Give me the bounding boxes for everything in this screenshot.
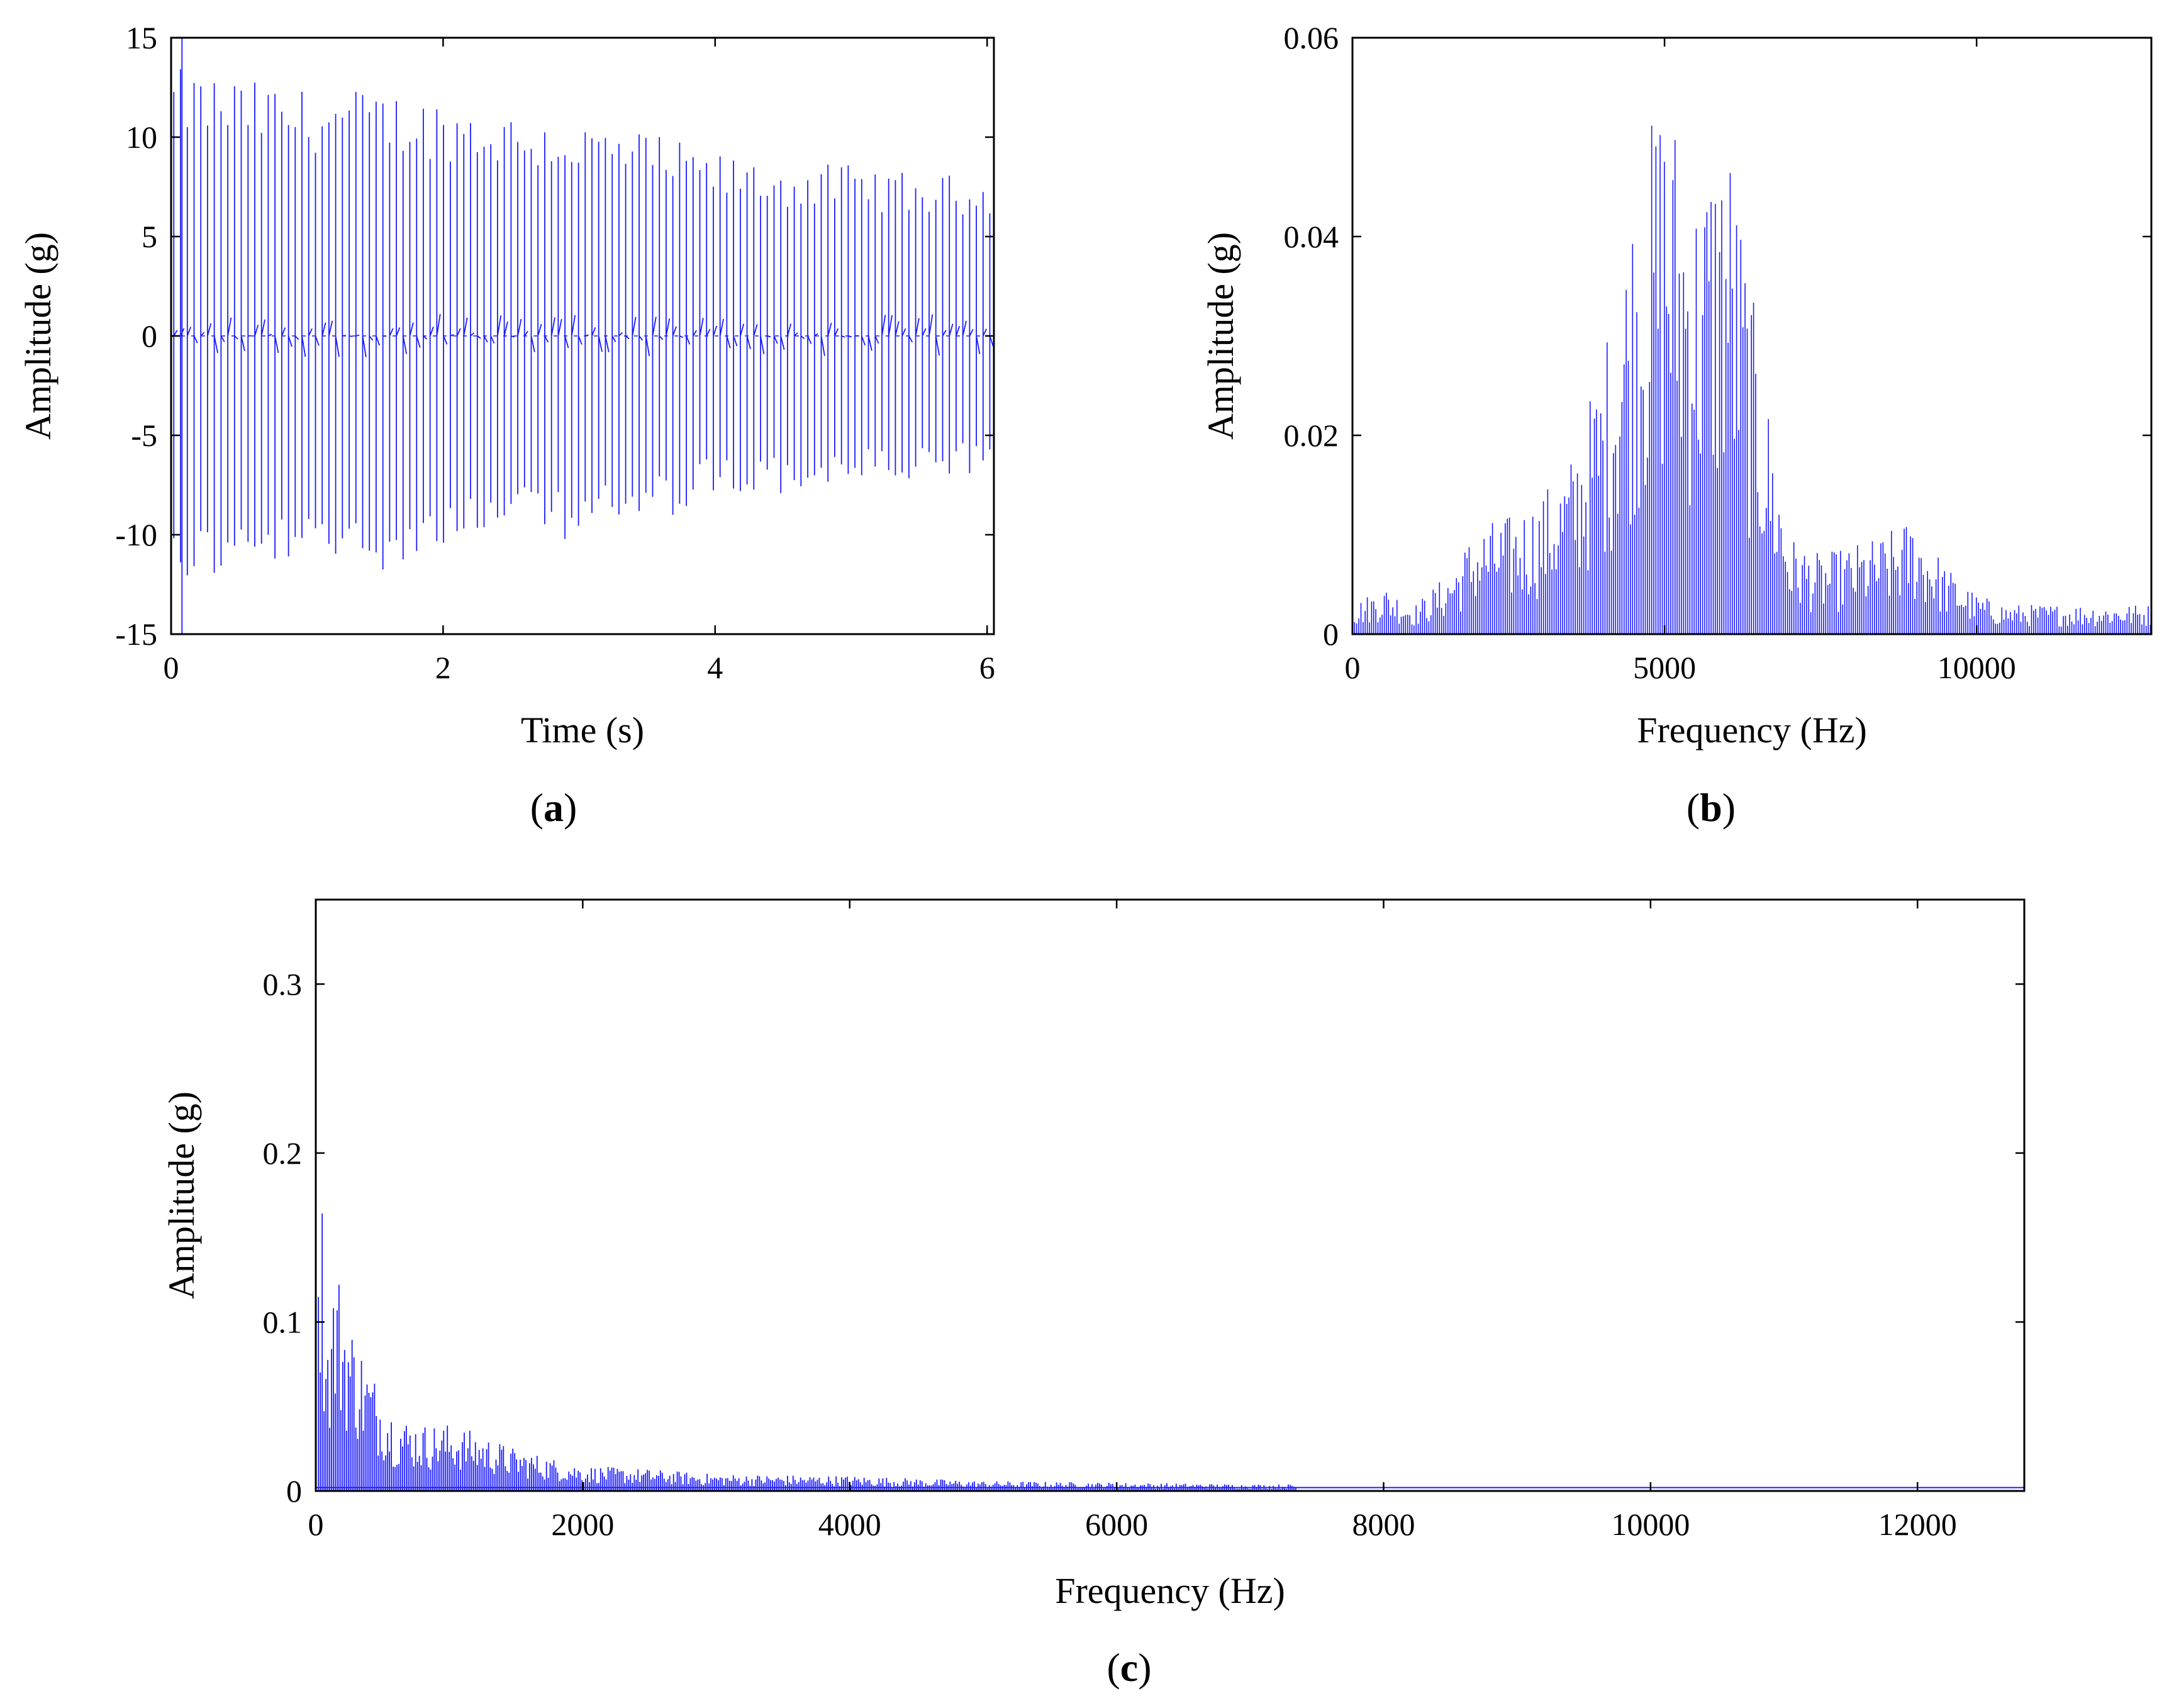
x-tick-label: 0 xyxy=(164,650,179,685)
y-tick-label: 10 xyxy=(126,120,157,155)
panel-b-x-axis-label: Frequency (Hz) xyxy=(1637,710,1867,751)
x-tick-label: 6000 xyxy=(1085,1507,1148,1542)
y-tick-label: -15 xyxy=(115,617,157,652)
panel-c-y-axis-label: Amplitude (g) xyxy=(161,1091,202,1299)
x-tick-label: 0 xyxy=(1345,650,1361,685)
panel-c-caption: (c) xyxy=(1107,1645,1151,1690)
panel-c-x-axis-label: Frequency (Hz) xyxy=(1055,1570,1285,1611)
panel-c-plot-frame xyxy=(315,898,2026,1492)
y-tick-label: 0.1 xyxy=(263,1304,303,1339)
x-tick-label: 4 xyxy=(707,650,723,685)
y-tick-label: 0.06 xyxy=(1284,20,1339,55)
panel-b-spectrum-trace xyxy=(1352,125,2151,634)
time-signal-line xyxy=(173,38,994,634)
panel-a-y-axis-label: Amplitude (g) xyxy=(18,232,59,440)
x-tick-label: 4000 xyxy=(818,1507,881,1542)
x-tick-label: 2 xyxy=(435,650,451,685)
y-tick-label: 15 xyxy=(126,20,157,55)
panel-c-spectrum-trace xyxy=(315,1034,2024,1491)
x-tick-label: 6 xyxy=(979,650,995,685)
y-tick-label: 0 xyxy=(142,318,157,354)
envelope-spectrum-lines xyxy=(315,1034,1296,1491)
x-tick-label: 10000 xyxy=(1611,1507,1690,1542)
y-tick-label: 0 xyxy=(1323,617,1339,652)
panel-b-axis-ticks: 0 5000 10000 0 0.02 0.04 0.06 xyxy=(1284,20,2151,685)
y-tick-label: -10 xyxy=(115,517,157,552)
panel-a-axis-ticks: 0 2 4 6 -15 -10 -5 0 5 10 15 xyxy=(115,20,995,685)
x-tick-label: 5000 xyxy=(1633,650,1696,685)
y-tick-label: 0.2 xyxy=(263,1136,303,1171)
panel-a-time-signal: 0 2 4 6 -15 -10 -5 0 5 10 15 Time (s) Amplitude (g… xyxy=(18,20,995,830)
x-tick-label: 2000 xyxy=(551,1507,614,1542)
y-tick-label: -5 xyxy=(131,418,157,453)
panel-b-spectrum: 0 5000 10000 0 0.02 0.04 0.06 Frequency (Hz) A… xyxy=(1200,20,2153,830)
x-tick-label: 0 xyxy=(308,1507,324,1542)
y-tick-label: 0.3 xyxy=(263,966,303,1002)
panel-a-signal-trace xyxy=(171,38,994,634)
panel-c-axis-ticks: 0 2000 4000 6000 8000 10000 12000 0 0.1 0.2 0.3 xyxy=(263,900,2024,1542)
x-tick-label: 12000 xyxy=(1878,1507,1957,1542)
panel-a-x-axis-label: Time (s) xyxy=(521,710,644,751)
y-tick-label: 0 xyxy=(286,1473,302,1509)
panel-a-caption: (a) xyxy=(530,785,577,830)
y-tick-label: 0.04 xyxy=(1284,219,1339,254)
panel-b-y-axis-label: Amplitude (g) xyxy=(1200,232,1241,440)
x-tick-label: 10000 xyxy=(1937,650,2016,685)
panel-b-caption: (b) xyxy=(1686,785,1736,830)
panel-c-envelope-spectrum: 0 2000 4000 6000 8000 10000 12000 0 0.1 0.2 0.3 Fr… xyxy=(161,898,2026,1690)
y-tick-label: 5 xyxy=(142,219,157,254)
panel-b-plot-frame xyxy=(1351,36,2153,635)
y-tick-label: 0.02 xyxy=(1284,418,1339,453)
x-tick-label: 8000 xyxy=(1352,1507,1415,1542)
spectrum-lines xyxy=(1352,125,2151,634)
